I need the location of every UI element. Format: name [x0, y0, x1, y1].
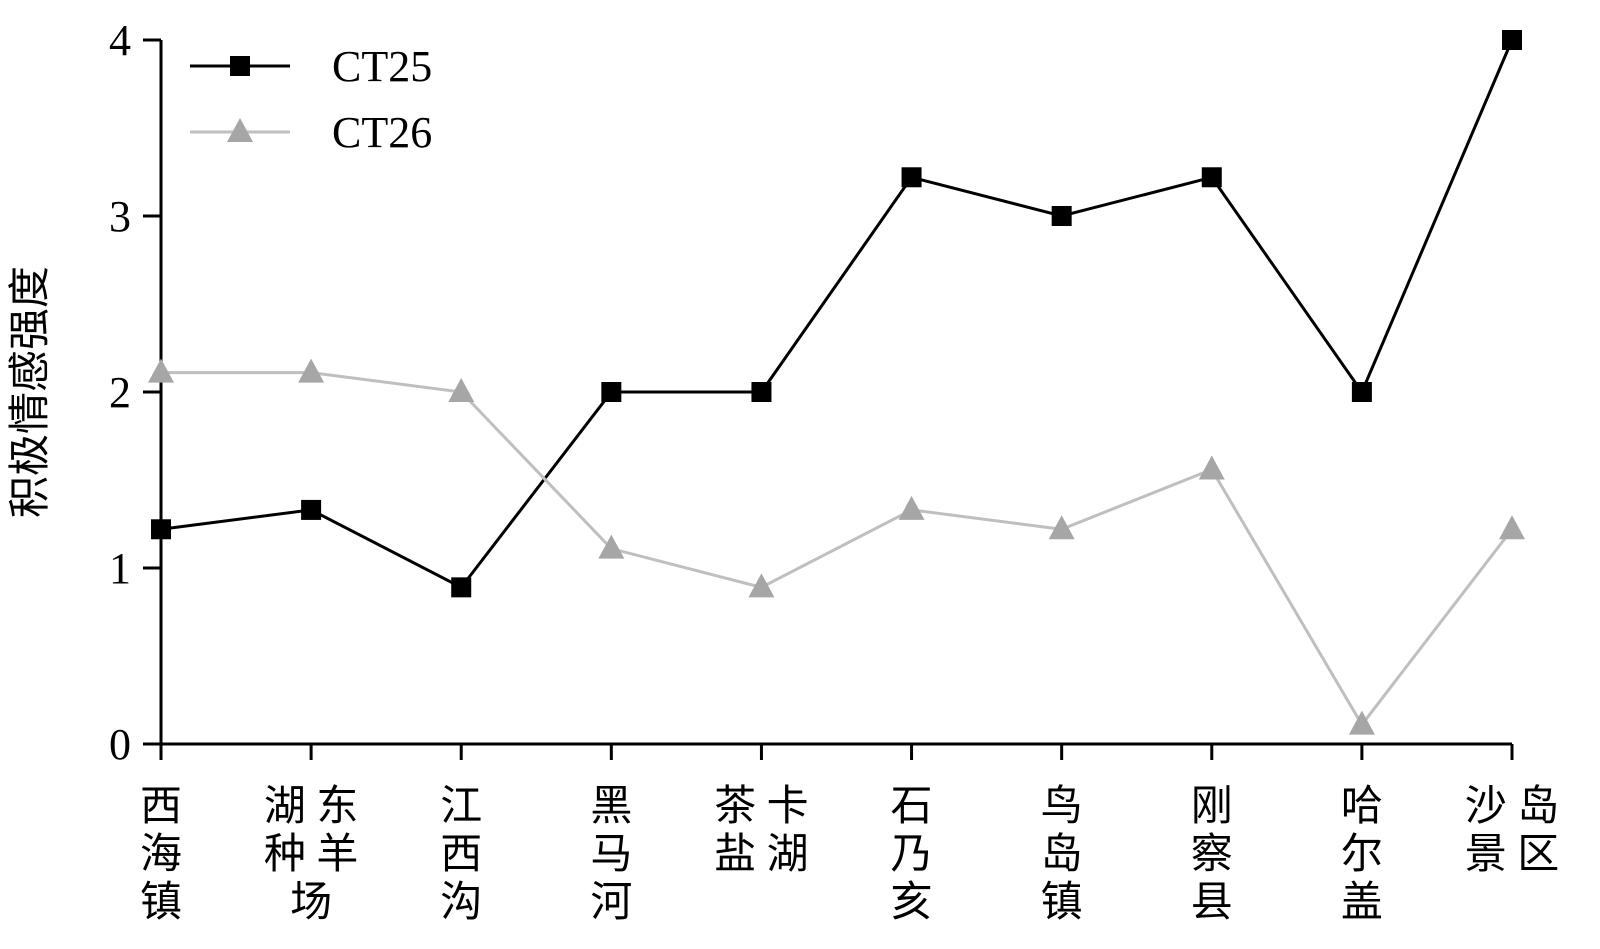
- series-layer: [148, 30, 1525, 735]
- x-category-label: 哈尔盖: [1341, 784, 1383, 926]
- x-category-line: 县: [1191, 880, 1233, 926]
- x-category-line: 盐 湖: [714, 832, 809, 878]
- data-point: [1502, 30, 1522, 50]
- axes: [143, 38, 1514, 760]
- x-category-line: 海: [140, 832, 182, 878]
- x-category-label: 西海镇: [140, 784, 182, 926]
- legend-marker: [230, 56, 250, 76]
- y-tick-label: 2: [109, 368, 131, 417]
- x-category-line: 刚: [1191, 784, 1233, 830]
- series-CT26: [148, 358, 1525, 735]
- x-category-label: 沙 岛景 区: [1465, 783, 1560, 878]
- y-tick-label: 1: [109, 544, 131, 593]
- x-category-line: 岛: [1041, 831, 1083, 878]
- data-point: [1051, 206, 1072, 226]
- x-category-line: 河: [590, 880, 632, 926]
- y-tick-label: 0: [109, 720, 131, 769]
- series-line: [161, 371, 1514, 728]
- legend-marker: [227, 118, 253, 142]
- x-category-label: 茶 卡盐 湖: [714, 784, 809, 878]
- legend: CT25 CT26: [190, 42, 432, 157]
- data-point: [1348, 710, 1375, 735]
- legend-label: CT26: [332, 108, 432, 157]
- series-line: [160, 39, 1514, 590]
- x-category-label: 刚察县: [1191, 784, 1233, 926]
- data-point: [751, 382, 772, 402]
- y-tick-label: 3: [109, 192, 131, 241]
- x-category-line: 沙 岛: [1465, 783, 1560, 830]
- x-category-line: 石: [891, 784, 933, 830]
- x-category-label: 黑马河: [590, 784, 632, 926]
- x-category-line: 江: [440, 784, 482, 830]
- data-point: [148, 358, 174, 383]
- x-category-line: 盖: [1341, 880, 1383, 926]
- data-point: [898, 495, 925, 520]
- x-category-line: 黑: [590, 784, 632, 830]
- data-point: [448, 378, 475, 402]
- x-category-line: 场: [290, 880, 332, 926]
- x-category-line: 尔: [1341, 832, 1383, 878]
- x-category-line: 湖 东: [264, 783, 359, 830]
- legend-entry-CT25: CT25: [190, 42, 432, 91]
- legend-label: CT25: [332, 42, 432, 91]
- y-axis-title: 积极情感强度: [8, 266, 54, 518]
- x-category-line: 西: [440, 832, 482, 878]
- x-category-line: 哈: [1341, 784, 1383, 830]
- data-point: [301, 499, 322, 520]
- data-point: [451, 577, 472, 598]
- legend-entry-CT26: CT26: [190, 108, 432, 157]
- data-point: [1198, 455, 1225, 480]
- x-category-line: 鸟: [1041, 783, 1083, 830]
- data-point: [1048, 515, 1075, 540]
- data-point: [1499, 515, 1525, 540]
- x-category-line: 景 区: [1465, 832, 1560, 878]
- data-point: [1201, 167, 1222, 188]
- x-category-line: 乃: [891, 832, 933, 878]
- x-category-label: 江西沟: [440, 784, 482, 926]
- x-category-line: 镇: [1041, 880, 1083, 926]
- x-category-line: 种 羊: [264, 832, 359, 878]
- data-point: [748, 573, 775, 598]
- x-category-line: 亥: [891, 880, 933, 926]
- x-category-label: 鸟岛镇: [1041, 783, 1083, 926]
- x-category-line: 镇: [140, 880, 182, 926]
- data-point: [298, 358, 325, 383]
- data-point: [598, 534, 625, 559]
- data-point: [151, 519, 171, 540]
- x-category-line: 西: [140, 784, 182, 830]
- data-point: [601, 382, 622, 402]
- series-CT25: [151, 30, 1522, 598]
- x-category-line: 马: [590, 832, 632, 878]
- x-category-line: 察: [1191, 832, 1233, 878]
- data-point: [1351, 382, 1372, 402]
- y-tick-label: 4: [109, 16, 131, 65]
- x-category-label: 湖 东种 羊场: [264, 783, 359, 926]
- x-category-label: 石乃亥: [891, 784, 933, 926]
- data-point: [901, 167, 922, 188]
- x-category-line: 沟: [440, 880, 482, 926]
- x-category-line: 茶 卡: [714, 784, 809, 830]
